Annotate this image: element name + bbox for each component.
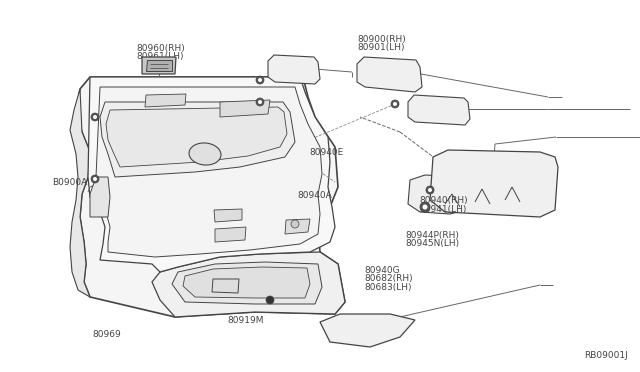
Circle shape [93, 177, 97, 181]
Circle shape [391, 100, 399, 108]
Polygon shape [76, 77, 345, 317]
Text: 80940G: 80940G [365, 266, 401, 275]
Polygon shape [146, 60, 172, 71]
Polygon shape [212, 279, 239, 293]
Circle shape [93, 115, 97, 119]
Polygon shape [142, 57, 176, 74]
Circle shape [422, 205, 428, 209]
Text: 80901(LH): 80901(LH) [357, 43, 404, 52]
Text: 80919M: 80919M [227, 316, 264, 325]
Circle shape [258, 78, 262, 82]
Polygon shape [152, 252, 345, 317]
Polygon shape [430, 150, 558, 217]
Text: 80961(LH): 80961(LH) [136, 52, 184, 61]
Text: 80969: 80969 [93, 330, 121, 339]
Circle shape [393, 102, 397, 106]
Text: RB09001J: RB09001J [584, 351, 628, 360]
Polygon shape [70, 89, 90, 297]
Polygon shape [408, 95, 470, 125]
Text: 80940(RH): 80940(RH) [420, 196, 468, 205]
Text: 80945N(LH): 80945N(LH) [406, 239, 460, 248]
Circle shape [258, 100, 262, 104]
Circle shape [91, 113, 99, 121]
Ellipse shape [189, 143, 221, 165]
Circle shape [256, 98, 264, 106]
Polygon shape [183, 267, 310, 298]
Text: 80683(LH): 80683(LH) [365, 283, 412, 292]
Polygon shape [106, 107, 287, 167]
Polygon shape [268, 55, 320, 84]
Circle shape [91, 175, 99, 183]
Polygon shape [215, 227, 246, 242]
Text: 80900(RH): 80900(RH) [357, 35, 406, 44]
Text: 80941(LH): 80941(LH) [420, 205, 467, 214]
Polygon shape [96, 87, 322, 257]
Circle shape [291, 220, 299, 228]
Circle shape [428, 188, 432, 192]
Polygon shape [285, 219, 310, 234]
Circle shape [420, 202, 430, 212]
Circle shape [426, 186, 434, 194]
Text: B0900A: B0900A [52, 178, 88, 187]
Polygon shape [357, 57, 422, 92]
Polygon shape [145, 94, 186, 107]
Text: 80682(RH): 80682(RH) [365, 275, 413, 283]
Polygon shape [408, 175, 467, 214]
Text: 80960(RH): 80960(RH) [136, 44, 185, 53]
Polygon shape [214, 209, 242, 222]
Polygon shape [220, 100, 270, 117]
Polygon shape [88, 77, 335, 272]
Polygon shape [320, 314, 415, 347]
Text: 80944P(RH): 80944P(RH) [406, 231, 460, 240]
Circle shape [256, 76, 264, 84]
Circle shape [266, 296, 274, 304]
Polygon shape [90, 177, 110, 217]
Polygon shape [100, 102, 295, 177]
Polygon shape [172, 262, 322, 304]
Text: 80940E: 80940E [310, 148, 344, 157]
Text: 80940A: 80940A [297, 191, 332, 200]
